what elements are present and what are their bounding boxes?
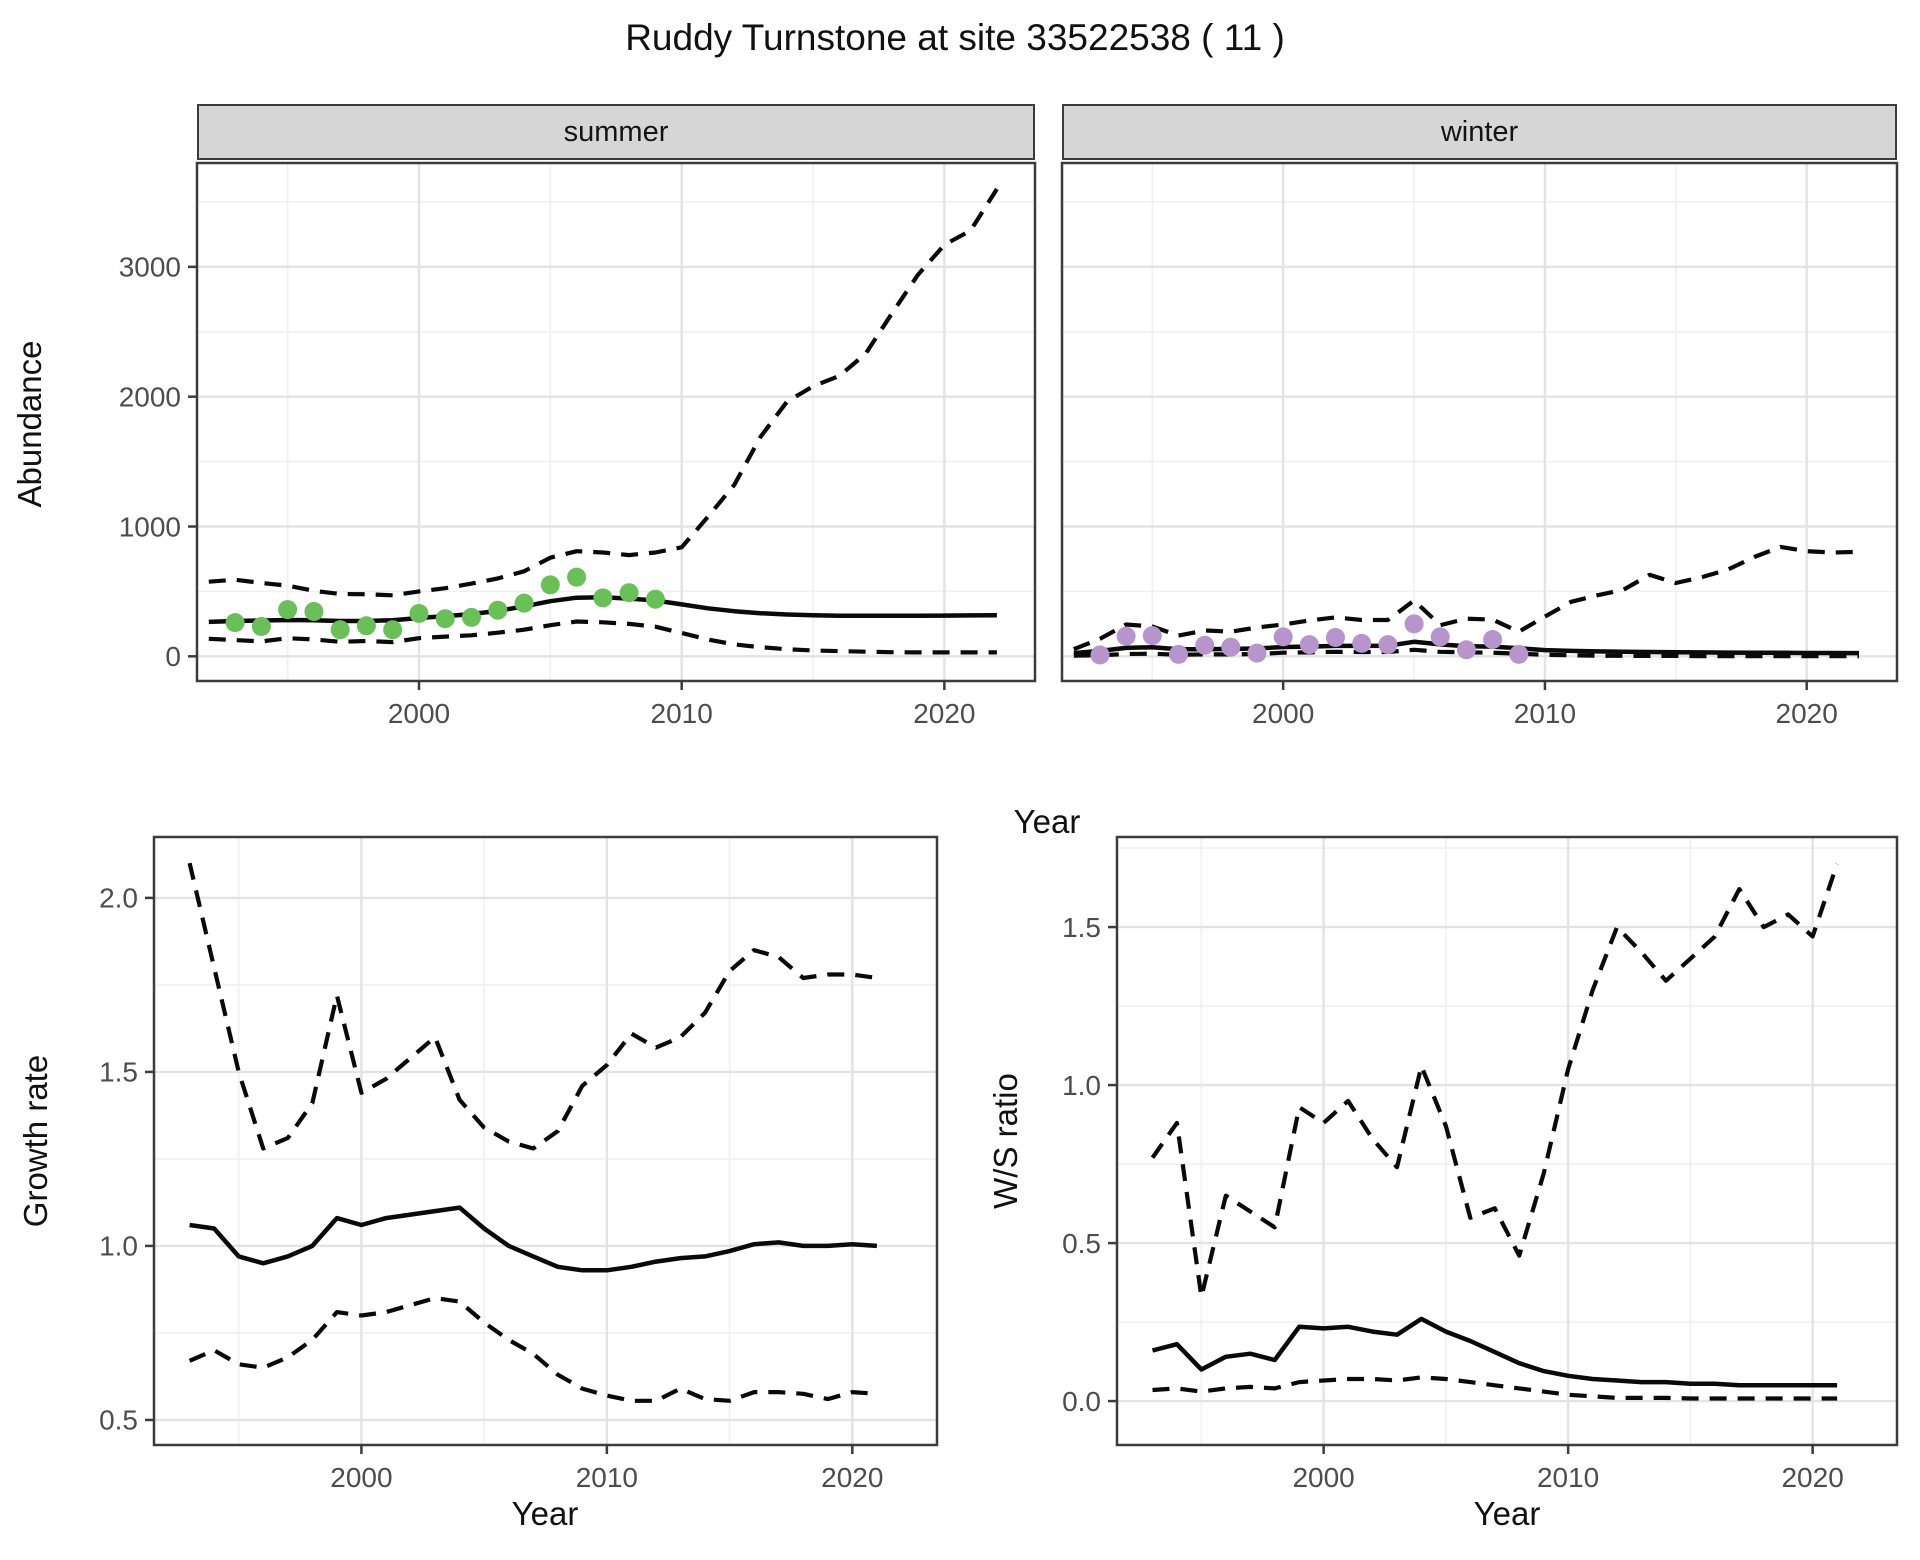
data-point xyxy=(330,620,350,640)
data-point xyxy=(1116,626,1136,646)
mean-line xyxy=(1151,1316,1838,1388)
panel-abundance-summer: 2000 2010 2020 0 1000 2000 3000 xyxy=(119,161,1037,729)
x-tick-label: 2010 xyxy=(651,698,713,729)
upper-ci-line xyxy=(187,862,878,1151)
gridlines-minor xyxy=(1062,163,1897,681)
data-point xyxy=(1378,635,1398,655)
data-layer xyxy=(208,187,999,655)
y-tick-label: 0.0 xyxy=(1062,1386,1101,1417)
panel-background xyxy=(1117,837,1897,1445)
y-tick-label: 1.0 xyxy=(99,1231,138,1262)
observation-points xyxy=(225,567,665,640)
observation-points xyxy=(1090,614,1529,665)
data-point xyxy=(619,583,639,603)
data-point xyxy=(645,589,665,609)
y-tick-label: 1000 xyxy=(119,511,181,542)
x-tick-label: 2010 xyxy=(576,1462,638,1493)
panel-border xyxy=(152,835,939,1447)
data-point xyxy=(278,600,298,620)
lower-ci-line xyxy=(188,1295,878,1403)
y-tick-label: 2.0 xyxy=(99,883,138,914)
x-tick-label: 2020 xyxy=(1776,698,1838,729)
panel-abundance-winter: 2000 2010 2020 xyxy=(1060,161,1899,729)
data-point xyxy=(1430,627,1450,647)
upper-ci-line xyxy=(208,187,999,598)
data-point xyxy=(1247,643,1267,663)
data-layer xyxy=(1073,544,1860,665)
panel-background xyxy=(1062,163,1897,681)
data-point xyxy=(304,602,324,621)
y-tick-label: 0.5 xyxy=(99,1405,138,1436)
lower-ci-line xyxy=(208,619,997,655)
data-point xyxy=(593,588,613,608)
gridlines-minor xyxy=(1117,837,1897,1445)
data-layer xyxy=(187,862,878,1403)
upper-ci-line xyxy=(1150,863,1840,1299)
x-tick-label: 2020 xyxy=(1781,1462,1843,1493)
x-axis-title-year-top: Year xyxy=(1013,803,1081,840)
data-point xyxy=(225,613,245,633)
data-point xyxy=(1509,644,1529,664)
y-tick-label: 1.5 xyxy=(1062,912,1101,943)
facet-strip-winter: winter xyxy=(1062,104,1897,160)
y-tick-label: 3000 xyxy=(119,252,181,283)
gridlines-minor xyxy=(154,837,937,1445)
y-tick-label: 1.0 xyxy=(1062,1070,1101,1101)
data-point xyxy=(1352,633,1372,653)
x-tick-label: 2000 xyxy=(1252,698,1314,729)
panel-background xyxy=(197,163,1035,681)
data-point xyxy=(1221,637,1241,657)
data-point xyxy=(1273,627,1293,647)
data-point xyxy=(1483,630,1503,649)
panel-border xyxy=(1060,161,1899,683)
data-point xyxy=(1326,628,1345,647)
facet-strip-summer: summer xyxy=(197,104,1035,160)
x-tick-label: 2010 xyxy=(1537,1462,1599,1493)
x-tick-label: 2020 xyxy=(913,698,975,729)
data-point xyxy=(409,604,429,623)
y-tick-label: 0 xyxy=(165,641,181,672)
y-tick-label: 0.5 xyxy=(1062,1228,1101,1259)
panel-growth-rate: 2000 2010 2020 0.5 1.0 1.5 2.0 xyxy=(99,835,939,1493)
gridlines-major xyxy=(197,163,1035,681)
x-axis-title-year-ws: Year xyxy=(1473,1495,1541,1532)
data-point xyxy=(1169,644,1188,664)
x-axis-title-year-growth: Year xyxy=(511,1495,579,1532)
data-point xyxy=(435,609,455,629)
data-point xyxy=(1299,635,1319,655)
data-point xyxy=(251,617,271,636)
data-layer xyxy=(1150,863,1840,1401)
data-point xyxy=(1090,645,1110,665)
data-point xyxy=(462,607,481,627)
gridlines-minor xyxy=(197,163,1035,681)
mean-line xyxy=(189,1205,878,1273)
data-point xyxy=(514,593,534,613)
x-tick-label: 2000 xyxy=(1292,1462,1354,1493)
plot-title: Ruddy Turnstone at site 33522538 ( 11 ) xyxy=(625,17,1285,58)
data-point xyxy=(1456,640,1476,660)
y-tick-label: 2000 xyxy=(119,381,181,412)
data-point xyxy=(540,575,560,595)
data-point xyxy=(1404,614,1424,634)
facet-strip-summer-label: summer xyxy=(563,115,669,148)
panel-winter-summer-ratio: 2000 2010 2020 0.0 0.5 1.0 1.5 xyxy=(1062,835,1899,1493)
y-tick-label: 1.5 xyxy=(99,1057,138,1088)
x-tick-label: 2000 xyxy=(388,698,450,729)
data-point xyxy=(567,567,587,587)
data-point xyxy=(1142,626,1162,646)
x-tick-label: 2010 xyxy=(1514,698,1576,729)
panel-border xyxy=(195,161,1037,683)
x-tick-label: 2000 xyxy=(330,1462,392,1493)
x-tick-label: 2020 xyxy=(821,1462,883,1493)
facet-strip-winter-label: winter xyxy=(1440,115,1519,148)
lower-ci-line xyxy=(1152,1375,1838,1401)
data-point xyxy=(488,600,508,620)
data-point xyxy=(1195,635,1215,655)
data-point xyxy=(356,616,376,636)
data-point xyxy=(383,620,403,640)
panel-border xyxy=(1115,835,1899,1447)
